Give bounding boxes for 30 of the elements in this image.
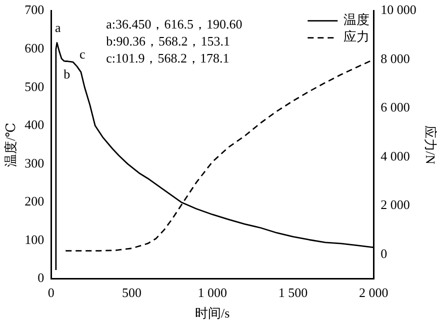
y2-tick-label: 6 000	[380, 100, 410, 115]
y-tick-label: 200	[24, 194, 44, 209]
y-axis-title: 温度/℃	[3, 122, 18, 167]
x-tick-label: 0	[48, 285, 54, 300]
x-tick-label: 500	[122, 285, 142, 300]
annotation: a	[54, 20, 61, 36]
y2-tick-label: 10 000	[380, 2, 416, 18]
y2-tick-label: 8 000	[380, 50, 410, 66]
x-tick-label: 2 000	[359, 285, 388, 300]
legend-label: 温度	[344, 12, 370, 28]
annotation: c	[80, 46, 86, 62]
y2-tick-label: 2 000	[380, 197, 410, 212]
x-axis-title: 时间/s	[195, 306, 230, 321]
y2-axis-title: 应力/N	[422, 125, 438, 165]
y-tick-label: 600	[24, 40, 44, 56]
y2-tick-label: 4 000	[380, 148, 410, 164]
annotation: a:36.450，616.5，190.60	[106, 16, 242, 32]
annotation: b:90.36，568.2，153.1	[106, 34, 230, 49]
y-tick-label: 400	[24, 117, 44, 132]
y-tick-label: 500	[24, 78, 44, 94]
y-tick-label: 100	[24, 232, 44, 247]
legend-label: 应力	[344, 29, 370, 44]
x-tick-label: 1 500	[278, 285, 308, 300]
y-tick-label: 700	[24, 2, 44, 18]
y2-tick-label: 0	[380, 246, 388, 261]
y-tick-label: 300	[24, 155, 44, 170]
y-tick-label: 0	[38, 270, 44, 286]
annotation: b	[64, 66, 70, 82]
annotation: c:101.9，568.2，178.1	[106, 50, 230, 66]
x-tick-label: 1 000	[198, 285, 227, 300]
